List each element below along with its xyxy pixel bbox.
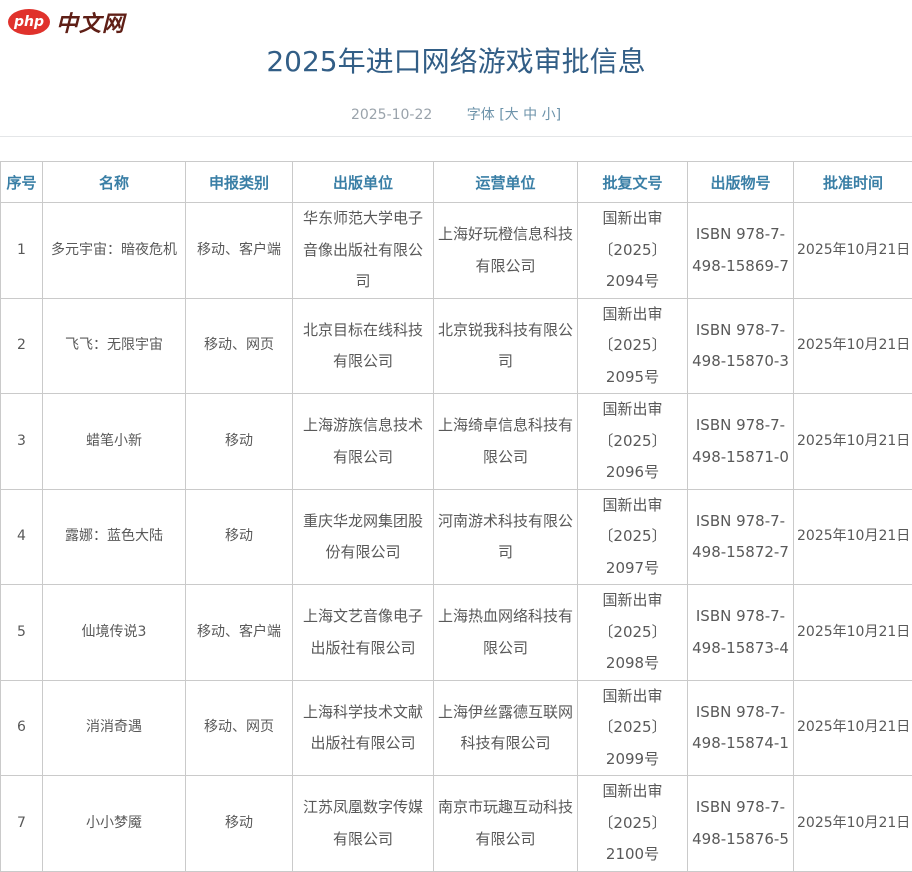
table-cell: 消消奇遇 (43, 680, 186, 776)
table-head-row: 序号名称申报类别出版单位运营单位批复文号出版物号批准时间 (1, 162, 912, 203)
table-cell: 2025年10月21日 (794, 298, 912, 394)
column-header: 出版单位 (293, 162, 434, 203)
table-cell: 移动、网页 (186, 298, 293, 394)
table-cell: 国新出审〔2025〕2099号 (578, 680, 688, 776)
table-cell: 2025年10月21日 (794, 489, 912, 585)
table-cell: 河南游术科技有限公司 (434, 489, 578, 585)
table-cell: ISBN 978-7-498-15870-3 (688, 298, 794, 394)
table-cell: 6 (1, 680, 43, 776)
column-header: 批准时间 (794, 162, 912, 203)
table-cell: ISBN 978-7-498-15874-1 (688, 680, 794, 776)
column-header: 批复文号 (578, 162, 688, 203)
table-cell: 3 (1, 394, 43, 490)
article-meta: 2025-10-22 字体 [大 中 小] (0, 104, 912, 124)
table-cell: 上海科学技术文献出版社有限公司 (293, 680, 434, 776)
table-cell: 移动 (186, 394, 293, 490)
table-cell: 2025年10月21日 (794, 203, 912, 299)
table-cell: 5 (1, 585, 43, 681)
column-header: 运营单位 (434, 162, 578, 203)
php-logo-text: php (14, 14, 44, 30)
table-cell: 2025年10月21日 (794, 680, 912, 776)
site-logo[interactable]: php 中文网 (0, 0, 912, 38)
table-cell: 7 (1, 776, 43, 872)
table-cell: 北京目标在线科技有限公司 (293, 298, 434, 394)
publish-date: 2025-10-22 (351, 107, 432, 123)
table-cell: 多元宇宙：暗夜危机 (43, 203, 186, 299)
table-cell: 南京市玩趣互动科技有限公司 (434, 776, 578, 872)
table-cell: 飞飞：无限宇宙 (43, 298, 186, 394)
table-cell: 上海文艺音像电子出版社有限公司 (293, 585, 434, 681)
table-cell: 移动、客户端 (186, 203, 293, 299)
table-cell: 重庆华龙网集团股份有限公司 (293, 489, 434, 585)
table-cell: 1 (1, 203, 43, 299)
table-cell: 移动、客户端 (186, 585, 293, 681)
column-header: 出版物号 (688, 162, 794, 203)
table-cell: 国新出审〔2025〕2098号 (578, 585, 688, 681)
table-cell: 北京锐我科技有限公司 (434, 298, 578, 394)
table-cell: 上海伊丝露德互联网科技有限公司 (434, 680, 578, 776)
table-cell: 移动 (186, 776, 293, 872)
table-cell: 上海游族信息技术有限公司 (293, 394, 434, 490)
table-cell: 国新出审〔2025〕2100号 (578, 776, 688, 872)
table-cell: ISBN 978-7-498-15873-4 (688, 585, 794, 681)
table-cell: 4 (1, 489, 43, 585)
font-label: 字体 (467, 107, 495, 123)
table-cell: 华东师范大学电子音像出版社有限公司 (293, 203, 434, 299)
site-header: php 中文网 (0, 0, 912, 38)
font-size-switcher: 字体 [大 中 小] (467, 107, 561, 123)
table-cell: 移动、网页 (186, 680, 293, 776)
table-cell: 蜡笔小新 (43, 394, 186, 490)
column-header: 序号 (1, 162, 43, 203)
table-cell: 2025年10月21日 (794, 394, 912, 490)
column-header: 名称 (43, 162, 186, 203)
table-cell: ISBN 978-7-498-15869-7 (688, 203, 794, 299)
table-cell: 小小梦魇 (43, 776, 186, 872)
table-cell: 2 (1, 298, 43, 394)
site-name: 中文网 (56, 6, 125, 38)
table-cell: ISBN 978-7-498-15876-5 (688, 776, 794, 872)
table-cell: 国新出审〔2025〕2094号 (578, 203, 688, 299)
table-cell: 2025年10月21日 (794, 585, 912, 681)
table-cell: 国新出审〔2025〕2097号 (578, 489, 688, 585)
page-title: 2025年进口网络游戏审批信息 (0, 44, 912, 80)
table-cell: 上海绮卓信息科技有限公司 (434, 394, 578, 490)
table-cell: 仙境传说3 (43, 585, 186, 681)
article: 2025年进口网络游戏审批信息 2025-10-22 字体 [大 中 小] 序号… (0, 44, 912, 872)
table-cell: 上海热血网络科技有限公司 (434, 585, 578, 681)
font-size-options[interactable]: [大 中 小] (499, 107, 561, 123)
table-cell: 移动 (186, 489, 293, 585)
divider (0, 136, 912, 137)
table-cell: 2025年10月21日 (794, 776, 912, 872)
table-cell: ISBN 978-7-498-15872-7 (688, 489, 794, 585)
table-cell: 国新出审〔2025〕2095号 (578, 298, 688, 394)
table-cell: 上海好玩橙信息科技有限公司 (434, 203, 578, 299)
table-cell: 国新出审〔2025〕2096号 (578, 394, 688, 490)
table-cell: 露娜：蓝色大陆 (43, 489, 186, 585)
table-cell: 江苏凤凰数字传媒有限公司 (293, 776, 434, 872)
column-header: 申报类别 (186, 162, 293, 203)
php-logo-icon: php (8, 9, 50, 35)
table-cell: ISBN 978-7-498-15871-0 (688, 394, 794, 490)
